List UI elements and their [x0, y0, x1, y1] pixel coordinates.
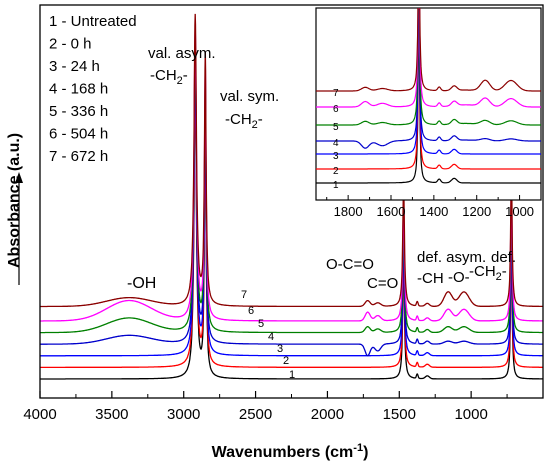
series-line-2 [40, 74, 543, 369]
inset-series-line-1 [316, 8, 541, 184]
inset-series-line-4 [316, 8, 541, 149]
x-tick-label: 3000 [167, 406, 200, 423]
x-tick-label: 1000 [454, 406, 487, 423]
inset-plot: 1 2 3 4 5 6 7 [316, 8, 541, 191]
series-label-3: 3 [277, 343, 283, 355]
series-label-7: 7 [241, 289, 247, 301]
inset-series-label-7: 7 [333, 88, 339, 99]
x-tick-label: 4000 [23, 406, 56, 423]
annotation-ester: O-C=O [326, 256, 374, 273]
legend-entry-2: 2 - 0 h [49, 36, 92, 53]
inset-series-line-3 [316, 8, 541, 155]
annotation-ether: -O- [448, 269, 470, 286]
inset-series-line-5 [316, 8, 541, 126]
inset-series-label-1: 1 [333, 180, 339, 191]
series-line-1 [40, 86, 543, 380]
annotation-carbonyl: C=O [367, 275, 398, 292]
series-label-4: 4 [268, 331, 274, 343]
x-tick-label: 1500 [383, 406, 416, 423]
series-line-4 [40, 51, 543, 357]
inset-x-tick-label: 1800 [334, 204, 363, 219]
annotation-val-sym: val. sym. [220, 88, 279, 105]
series-line-3 [40, 63, 543, 357]
series-line-7 [40, 13, 543, 308]
legend-entry-1: 1 - Untreated [49, 13, 137, 30]
series-line-6 [40, 28, 543, 322]
inset-frame [315, 7, 542, 201]
x-tick-label: 3500 [95, 406, 128, 423]
y-axis-label: Absorbance (a.u.) [6, 133, 23, 268]
annotation-def-asym: def. asym. [417, 249, 486, 266]
inset-series-label-6: 6 [333, 104, 339, 115]
legend-entry-7: 7 - 672 h [49, 148, 108, 165]
annotation-ch-def: -CH [417, 270, 444, 287]
legend-entry-5: 5 - 336 h [49, 103, 108, 120]
inset-series-label-5: 5 [333, 122, 339, 133]
legend-entry-4: 4 - 168 h [49, 81, 108, 98]
inset-series-line-6 [316, 8, 541, 108]
series-label-6: 6 [248, 305, 254, 317]
legend-entry-3: 3 - 24 h [49, 58, 100, 75]
x-tick-label: 2500 [239, 406, 272, 423]
inset-x-tick-label: 1400 [419, 204, 448, 219]
legend-entry-6: 6 - 504 h [49, 126, 108, 143]
inset-x-tick-label: 1600 [377, 204, 406, 219]
annotation-ch2-def: -CH2- [469, 263, 507, 283]
annotation-val-asym: val. asym. [148, 45, 216, 62]
inset-series-label-3: 3 [333, 151, 339, 162]
series-label-1: 1 [289, 369, 295, 381]
main-axes: 4000 3500 3000 2500 2000 1500 1000 Wavenumbers … [6, 4, 544, 461]
legend: 1 - Untreated 2 - 0 h 3 - 24 h 4 - 168 h 5 -… [49, 13, 137, 165]
inset-x-tick-label: 1000 [505, 204, 534, 219]
inset-series-line-7 [316, 8, 541, 92]
annotation-ch2-sym: -CH2- [225, 111, 263, 131]
annotations: val. asym. -CH2- val. sym. -CH2- -OH O-C=O C=O… [127, 45, 516, 292]
inset-chart: 1 2 3 4 5 6 7 1800 1600 1400 1200 1000 [315, 7, 542, 219]
inset-series-label-4: 4 [333, 138, 339, 149]
annotation-def: def. [491, 249, 516, 266]
annotation-oh: -OH [127, 275, 156, 292]
series-label-2: 2 [283, 355, 289, 367]
annotation-ch2-asym: -CH2- [150, 67, 188, 87]
inset-x-tick-label: 1200 [462, 204, 491, 219]
inset-series-label-2: 2 [333, 166, 339, 177]
x-axis-label: Wavenumbers (cm-1) [212, 442, 369, 461]
inset-series-line-2 [316, 8, 541, 170]
y-axis-arrowhead [15, 172, 23, 183]
series-label-5: 5 [258, 318, 264, 330]
x-tick-label: 2000 [311, 406, 344, 423]
series-line-5 [40, 39, 543, 334]
